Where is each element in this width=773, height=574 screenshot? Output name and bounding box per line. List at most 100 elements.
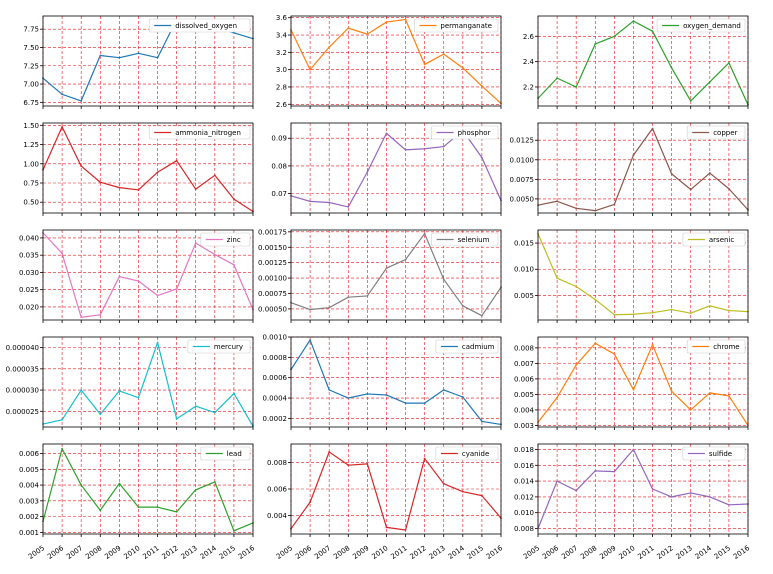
- y-tick-label: 0.0100: [510, 156, 535, 164]
- data-point: [328, 202, 330, 204]
- data-point: [652, 488, 654, 490]
- legend-label: lead: [227, 450, 242, 458]
- data-point: [671, 309, 673, 311]
- chart-panel-chrome: 0.0030.0040.0050.0060.0070.008 chrome: [514, 337, 749, 430]
- data-point: [99, 413, 101, 415]
- legend-label: dissolved_oxygen: [175, 22, 237, 30]
- data-point: [575, 286, 577, 288]
- chart-panel-lead: 0.0010.0020.0030.0040.0050.006 lead2005 20…: [19, 444, 257, 561]
- y-tick-label: 7.25: [23, 62, 39, 70]
- data-point: [575, 86, 577, 88]
- y-tick-label: 0.003: [19, 497, 39, 505]
- data-point: [195, 489, 197, 491]
- y-tick-label: 0.020: [19, 303, 39, 311]
- y-tick-label: 0.006: [267, 486, 288, 494]
- data-point: [424, 148, 426, 150]
- x-tick-label: 2013: [428, 544, 447, 561]
- legend-label: cadmium: [462, 343, 495, 351]
- data-point: [690, 189, 692, 191]
- data-point: [728, 62, 730, 64]
- data-point: [233, 198, 235, 200]
- y-tick-label: 0.50: [23, 199, 39, 207]
- y-tick-label: 0.0002: [263, 415, 288, 423]
- data-point: [138, 506, 140, 508]
- data-point: [80, 484, 82, 486]
- data-point: [347, 397, 349, 399]
- data-point: [728, 504, 730, 506]
- x-tick-label: 2006: [294, 544, 314, 561]
- data-point: [386, 267, 388, 269]
- data-point: [575, 490, 577, 492]
- legend: mercury: [188, 340, 250, 353]
- x-tick-label: 2015: [218, 544, 237, 561]
- legend: oxygen_demand: [657, 19, 745, 32]
- data-point: [309, 339, 311, 341]
- data-point: [366, 393, 368, 395]
- x-tick-label: 2006: [46, 544, 66, 561]
- data-point: [728, 188, 730, 190]
- data-point: [613, 35, 615, 37]
- data-point: [61, 419, 63, 421]
- data-point: [366, 33, 368, 35]
- x-tick-label: 2013: [675, 544, 694, 561]
- chart-panel-permanganate: 2.62.83.03.23.43.6permanganate: [276, 14, 502, 109]
- data-point: [613, 471, 615, 473]
- y-tick-label: 0.008: [267, 459, 287, 467]
- y-tick-label: 0.0050: [510, 195, 535, 203]
- data-point: [99, 55, 101, 57]
- chart-panel-oxygen_demand: 2.22.42.6oxygen_demand: [523, 16, 749, 109]
- x-tick-label: 2005: [27, 544, 46, 561]
- y-tick-label: 0.007: [514, 360, 534, 368]
- y-tick-label: 0.0125: [510, 137, 535, 145]
- data-point: [99, 181, 101, 183]
- data-point: [138, 52, 140, 54]
- data-point: [633, 313, 635, 315]
- y-tick-label: 0.030: [19, 269, 39, 277]
- legend-label: chrome: [713, 343, 739, 351]
- x-tick-label: 2010: [122, 544, 141, 561]
- y-tick-label: 0.00075: [258, 290, 287, 298]
- x-tick-label: 2005: [275, 544, 294, 561]
- data-point: [309, 309, 311, 311]
- legend-label: ammonia_nitrogen: [175, 129, 241, 137]
- x-tick-label: 2008: [84, 544, 103, 561]
- data-point: [176, 418, 178, 420]
- data-point: [80, 100, 82, 102]
- data-point: [80, 316, 82, 318]
- data-point: [424, 458, 426, 460]
- x-tick-label: 2006: [541, 544, 561, 561]
- legend: copper: [687, 126, 745, 139]
- data-point: [405, 259, 407, 261]
- data-point: [157, 57, 159, 59]
- y-tick-label: 0.08: [271, 162, 287, 170]
- data-point: [347, 296, 349, 298]
- y-tick-label: 2.4: [523, 58, 535, 66]
- y-tick-label: 0.00150: [258, 244, 287, 252]
- y-tick-label: 0.000025: [6, 408, 39, 416]
- data-point: [328, 307, 330, 309]
- y-tick-label: 7.75: [23, 26, 39, 34]
- legend: ammonia_nitrogen: [149, 126, 250, 139]
- data-point: [118, 57, 120, 59]
- data-point: [138, 280, 140, 282]
- data-point: [709, 496, 711, 498]
- data-point: [386, 132, 388, 134]
- y-tick-label: 0.012: [514, 493, 534, 501]
- y-tick-label: 0.002: [19, 513, 39, 521]
- data-point: [443, 53, 445, 55]
- y-tick-label: 2.6: [276, 101, 288, 109]
- y-tick-label: 0.006: [514, 375, 535, 383]
- data-point: [633, 20, 635, 22]
- x-tick-label: 2011: [390, 544, 409, 561]
- y-tick-label: 3.4: [276, 32, 288, 40]
- data-point: [118, 390, 120, 392]
- legend-label: sulfide: [709, 450, 732, 458]
- data-point: [347, 206, 349, 208]
- y-tick-label: 7.00: [23, 81, 39, 89]
- data-point: [405, 149, 407, 151]
- x-tick-label: 2007: [313, 544, 332, 561]
- x-tick-label: 2012: [161, 544, 180, 561]
- data-point: [613, 314, 615, 316]
- y-tick-label: 0.003: [514, 422, 534, 430]
- data-point: [443, 389, 445, 391]
